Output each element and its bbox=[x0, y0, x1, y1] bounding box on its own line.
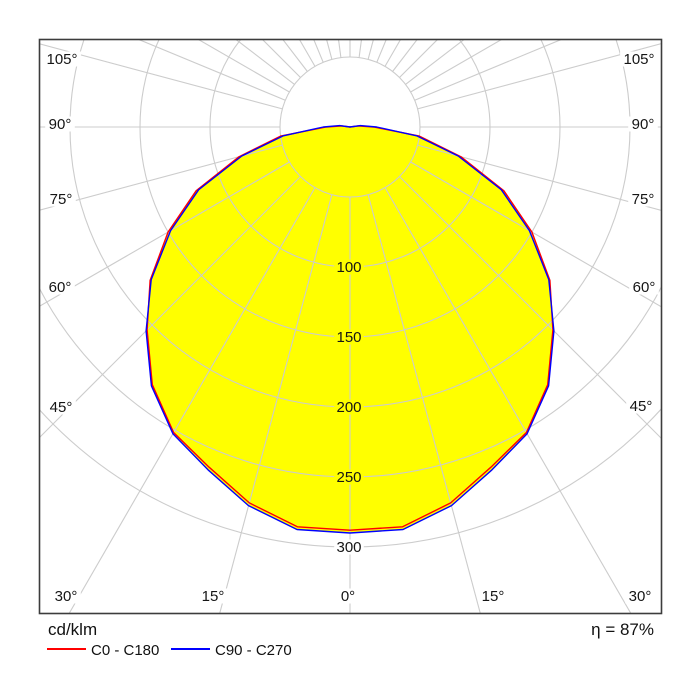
angle-label-right-bg bbox=[629, 279, 659, 295]
gamma-ray bbox=[399, 176, 662, 440]
radial-tick-label-bg bbox=[334, 469, 364, 485]
radial-tick-label-bg bbox=[334, 399, 364, 415]
efficiency-label: η = 87% bbox=[591, 620, 654, 639]
angle-label-left: 45° bbox=[50, 399, 73, 416]
radial-tick-label-bg bbox=[334, 539, 364, 555]
angle-label-left-bg bbox=[45, 279, 75, 295]
gamma-ray bbox=[39, 161, 290, 307]
angle-label-right-bg bbox=[628, 191, 658, 207]
gamma-ray bbox=[39, 176, 301, 439]
unit-label: cd/klm bbox=[48, 620, 98, 639]
angle-label-right: 90° bbox=[632, 116, 655, 133]
angle-label-left: 75° bbox=[50, 191, 73, 208]
radial-tick-label-bg bbox=[334, 329, 364, 345]
angle-label-left-bg bbox=[43, 51, 81, 67]
c0-c180-line-swatch bbox=[47, 648, 86, 650]
angle-label-bottom-bg bbox=[478, 588, 508, 604]
angle-label-left-bg bbox=[45, 116, 75, 132]
radial-tick-label: 200 bbox=[336, 399, 361, 416]
gamma-ray bbox=[367, 194, 481, 614]
angle-label-bottom: 0° bbox=[341, 588, 355, 605]
angle-label-right-bg bbox=[626, 398, 656, 414]
angle-label-right: 105° bbox=[623, 51, 654, 68]
c0-c180-curve bbox=[146, 125, 554, 531]
gamma-ray bbox=[68, 187, 316, 614]
angle-label-left: 105° bbox=[46, 51, 77, 68]
c90-c270-line-swatch bbox=[171, 648, 210, 650]
gamma-ray bbox=[417, 42, 662, 110]
angle-label-right: 75° bbox=[632, 191, 655, 208]
gamma-ray bbox=[410, 39, 503, 93]
angle-label-left: 60° bbox=[49, 279, 72, 296]
gamma-ray bbox=[384, 187, 632, 614]
radial-tick-label: 250 bbox=[336, 469, 361, 486]
gamma-ray bbox=[197, 39, 290, 93]
angle-label-bottom: 30° bbox=[629, 588, 652, 605]
radial-tick-label: 150 bbox=[336, 329, 361, 346]
angle-label-bottom-bg bbox=[51, 588, 81, 604]
radial-tick-label-bg bbox=[334, 259, 364, 275]
angle-label-left-bg bbox=[46, 191, 76, 207]
gamma-ray bbox=[325, 39, 333, 60]
gamma-ray bbox=[39, 43, 283, 110]
gamma-ray bbox=[414, 39, 563, 101]
angle-label-bottom-bg bbox=[337, 588, 359, 604]
legend-label-c90-c270: C90 - C270 bbox=[215, 642, 292, 659]
angle-label-right-bg bbox=[628, 116, 658, 132]
angle-label-bottom: 15° bbox=[482, 588, 505, 605]
angle-label-left-bg bbox=[46, 399, 76, 415]
angle-label-bottom-bg bbox=[625, 588, 655, 604]
plot-border bbox=[38, 38, 663, 615]
gamma-ray bbox=[367, 39, 375, 60]
angle-label-right: 60° bbox=[633, 279, 656, 296]
angle-label-right-bg bbox=[620, 51, 658, 67]
gamma-ray bbox=[39, 144, 283, 211]
angle-label-bottom: 15° bbox=[202, 588, 225, 605]
radial-tick-label: 100 bbox=[336, 259, 361, 276]
angle-label-bottom: 30° bbox=[55, 588, 78, 605]
legend-label-c0-c180: C0 - C180 bbox=[91, 642, 160, 659]
angle-label-left: 90° bbox=[49, 116, 72, 133]
angle-label-right: 45° bbox=[630, 398, 653, 415]
gamma-ray bbox=[417, 144, 662, 212]
gamma-ray bbox=[410, 161, 662, 308]
radial-tick-label: 300 bbox=[336, 539, 361, 556]
c90-c270-curve bbox=[145, 124, 555, 534]
angle-label-bottom-bg bbox=[198, 588, 228, 604]
gamma-ray bbox=[137, 39, 286, 101]
